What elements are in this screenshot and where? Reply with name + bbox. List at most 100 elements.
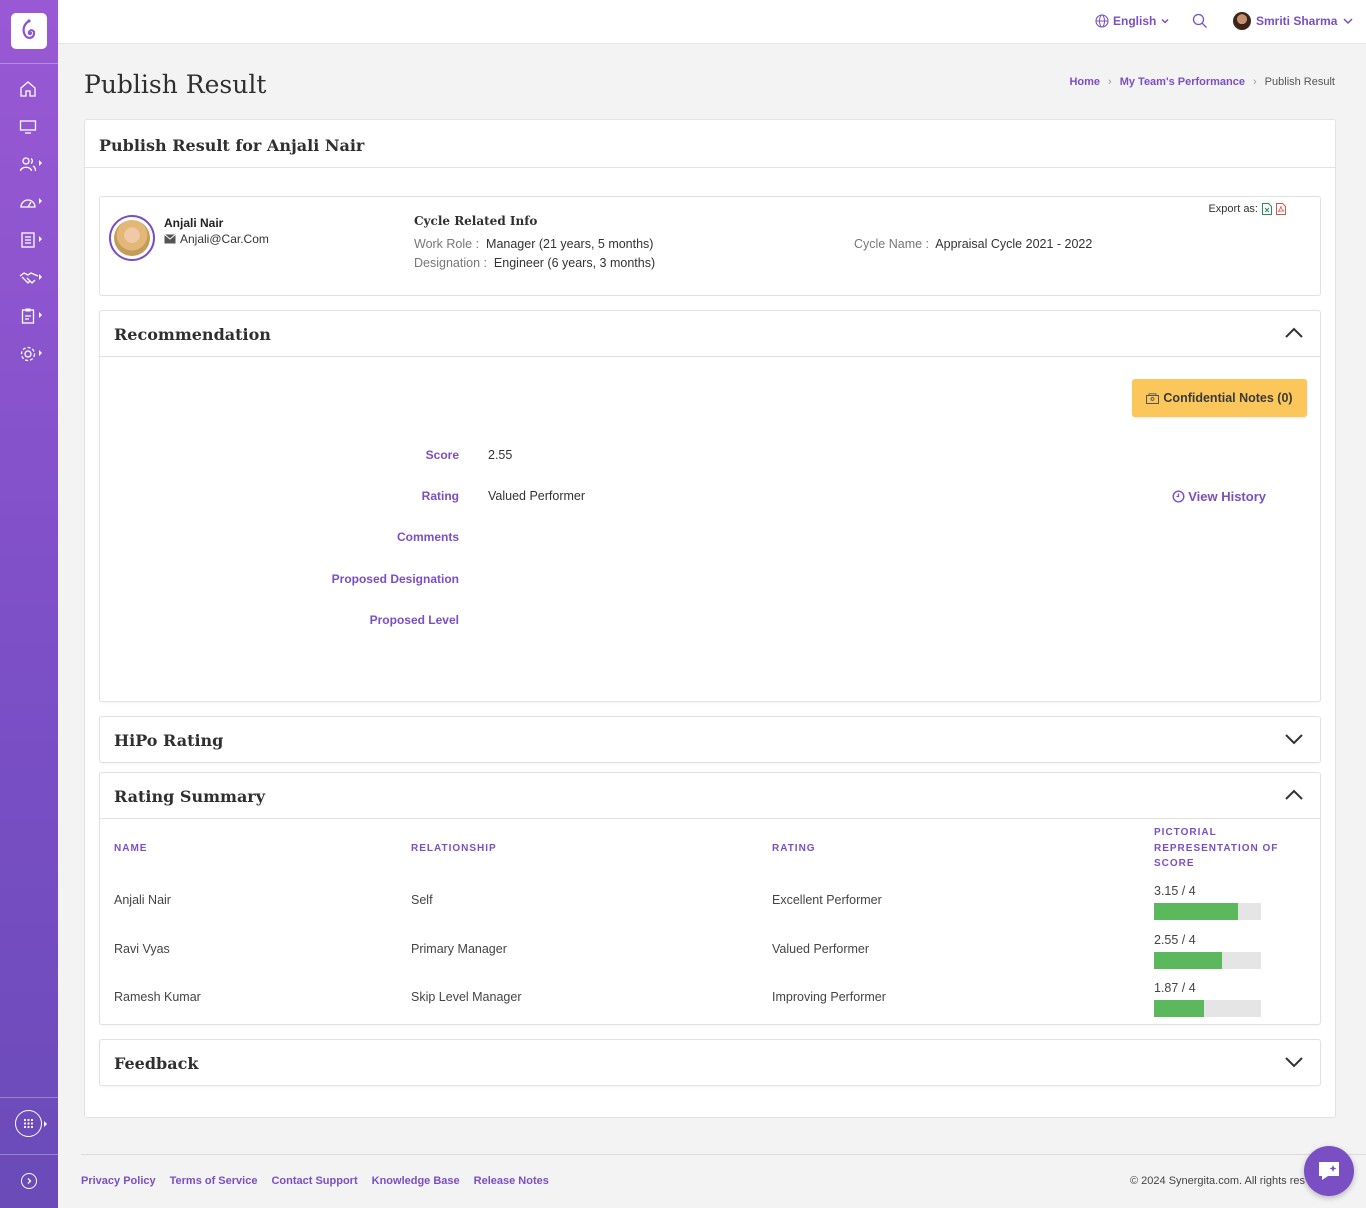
cycle-name-label: Cycle Name : — [854, 237, 930, 251]
rating-value: Valued Performer — [488, 489, 586, 503]
app-logo[interactable] — [11, 13, 47, 49]
publish-result-card: Publish Result for Anjali Nair Anjali Na… — [84, 119, 1336, 1118]
envelope-icon — [164, 234, 176, 244]
work-role-value: Manager (21 years, 5 months) — [486, 237, 654, 251]
clipboard-icon — [21, 308, 35, 324]
view-history-link[interactable]: View History — [1172, 489, 1266, 504]
footer-divider — [81, 1154, 1366, 1155]
recommendation-header[interactable]: Recommendation — [100, 311, 1320, 357]
chat-button[interactable] — [1304, 1146, 1354, 1196]
sidebar — [0, 0, 58, 1208]
designation-label: Designation : — [414, 256, 487, 270]
comments-label: Comments — [396, 530, 459, 544]
sidebar-item-team[interactable] — [19, 153, 45, 175]
row-relationship: Self — [411, 893, 433, 907]
employee-email: Anjali@Car.Com — [180, 232, 269, 246]
breadcrumb-home[interactable]: Home — [1069, 76, 1101, 88]
sidebar-item-performance[interactable] — [19, 191, 45, 213]
sidebar-item-home[interactable] — [19, 78, 45, 100]
language-selector[interactable]: English — [1095, 14, 1170, 28]
hipo-rating-title: HiPo Rating — [114, 731, 224, 750]
rating-summary-title: Rating Summary — [114, 787, 266, 806]
home-icon — [20, 81, 36, 97]
sidebar-divider — [0, 1097, 58, 1098]
document-list-icon — [21, 232, 35, 248]
proposed-level-label: Proposed Level — [369, 613, 459, 627]
row-score-text: 1.87 / 4 — [1154, 981, 1196, 995]
apps-grid-button[interactable] — [15, 1110, 42, 1137]
chevron-right-icon — [39, 350, 42, 356]
sidebar-item-reports[interactable] — [19, 229, 45, 251]
chevron-up-icon[interactable] — [1284, 788, 1304, 802]
feedback-header[interactable]: Feedback — [100, 1040, 1320, 1086]
chevron-right-icon — [27, 1178, 32, 1184]
export-options: Export as: — [1208, 203, 1286, 215]
chevron-right-icon — [39, 312, 42, 318]
footer-link-contact-support[interactable]: Contact Support — [271, 1175, 358, 1187]
column-header-pictorial-score: PICTORIAL REPRESENTATION OF SCORE — [1154, 827, 1279, 869]
work-role-label: Work Role : — [414, 237, 480, 251]
expand-sidebar-button[interactable] — [21, 1173, 37, 1189]
sidebar-item-tasks[interactable] — [19, 305, 45, 327]
row-rating: Excellent Performer — [772, 893, 882, 907]
sidebar-divider — [0, 1154, 58, 1155]
chevron-right-icon — [39, 198, 42, 204]
grid-icon — [23, 1118, 34, 1129]
page-title: Publish Result — [84, 70, 267, 99]
pdf-export-icon[interactable] — [1276, 203, 1286, 215]
breadcrumb-current: Publish Result — [1264, 76, 1335, 88]
monitor-icon — [19, 120, 37, 134]
globe-icon — [1095, 14, 1109, 28]
employee-email-row: Anjali@Car.Com — [164, 232, 269, 246]
score-bar — [1154, 903, 1261, 920]
score-bar — [1154, 952, 1261, 969]
language-label: English — [1113, 14, 1157, 28]
breadcrumb-team-performance[interactable]: My Team's Performance — [1119, 76, 1245, 88]
score-bar-fill — [1154, 952, 1223, 969]
breadcrumb-separator-icon: › — [1108, 76, 1112, 88]
footer-link-privacy-policy[interactable]: Privacy Policy — [81, 1175, 156, 1187]
clock-icon — [1172, 490, 1185, 503]
users-icon — [19, 157, 37, 172]
cycle-info-title: Cycle Related Info — [414, 214, 538, 228]
hipo-rating-header[interactable]: HiPo Rating — [100, 717, 1320, 763]
employee-name: Anjali Nair — [164, 216, 224, 230]
breadcrumb-separator-icon: › — [1253, 76, 1257, 88]
sidebar-item-engagement[interactable] — [19, 267, 45, 289]
search-icon — [1192, 13, 1207, 28]
hipo-rating-section: HiPo Rating — [99, 716, 1321, 763]
user-name: Smriti Sharma — [1256, 14, 1338, 28]
column-header-name: NAME — [114, 843, 148, 854]
footer-links: Privacy Policy Terms of Service Contact … — [81, 1175, 549, 1187]
footer-link-knowledge-base[interactable]: Knowledge Base — [371, 1175, 460, 1187]
chevron-up-icon[interactable] — [1284, 326, 1304, 340]
view-history-label: View History — [1188, 489, 1266, 504]
user-menu[interactable]: Smriti Sharma — [1233, 12, 1354, 30]
row-rating: Improving Performer — [772, 990, 886, 1004]
sidebar-item-dashboard[interactable] — [19, 116, 45, 138]
chevron-down-icon[interactable] — [1284, 1055, 1304, 1069]
chevron-right-icon — [39, 236, 42, 242]
score-value: 2.55 — [488, 448, 513, 462]
search-button[interactable] — [1192, 13, 1208, 34]
footer-link-release-notes[interactable]: Release Notes — [473, 1175, 549, 1187]
row-relationship: Primary Manager — [411, 942, 507, 956]
employee-avatar — [109, 215, 155, 261]
designation-row: Designation : Engineer (6 years, 3 month… — [414, 256, 655, 270]
rating-label: Rating — [421, 489, 459, 503]
proposed-designation-label: Proposed Designation — [331, 572, 459, 586]
cycle-name-value: Appraisal Cycle 2021 - 2022 — [935, 237, 1093, 251]
sidebar-item-settings[interactable] — [19, 343, 45, 365]
score-bar-fill — [1154, 903, 1239, 920]
excel-export-icon[interactable] — [1262, 203, 1272, 215]
gauge-icon — [20, 199, 36, 208]
footer-link-terms-of-service[interactable]: Terms of Service — [169, 1175, 258, 1187]
feedback-section: Feedback — [99, 1039, 1321, 1086]
chevron-right-icon — [39, 274, 42, 280]
chevron-down-icon[interactable] — [1284, 732, 1304, 746]
export-label: Export as: — [1208, 203, 1258, 215]
chevron-right-icon — [44, 1121, 47, 1127]
rating-summary-header[interactable]: Rating Summary — [100, 773, 1320, 819]
column-header-rating: RATING — [772, 843, 816, 854]
confidential-notes-button[interactable]: Confidential Notes (0) — [1132, 379, 1307, 417]
